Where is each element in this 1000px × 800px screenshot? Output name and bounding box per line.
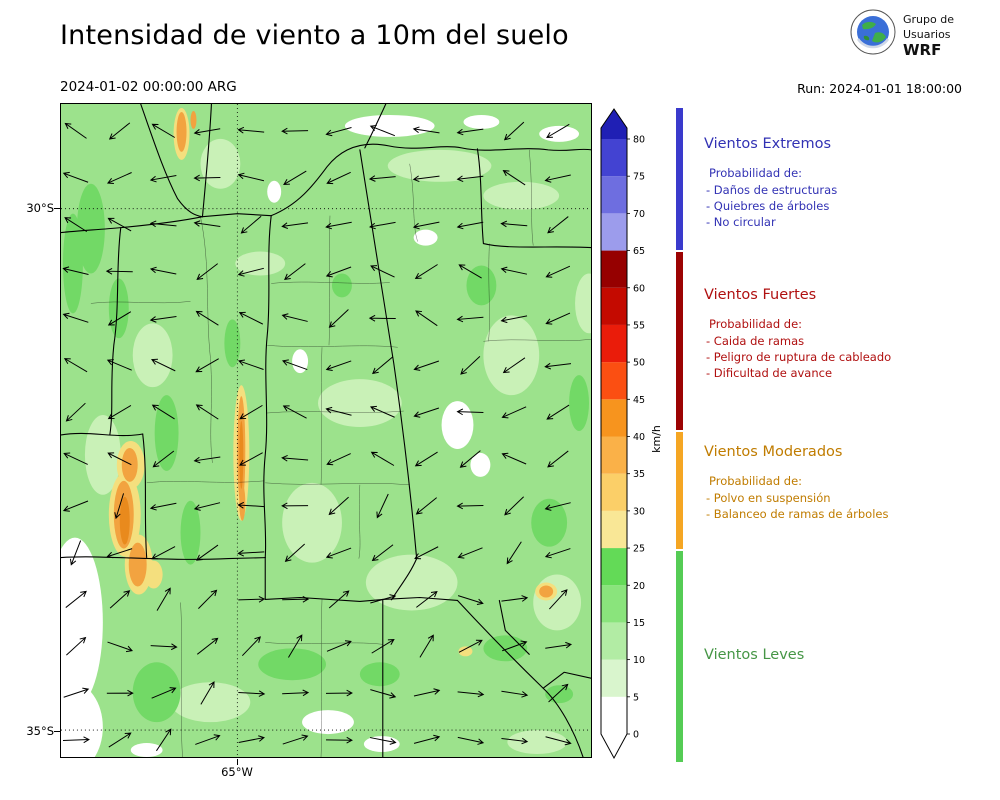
legend-item: - Caida de ramas (706, 334, 805, 348)
legend-section-moderados: Vientos Moderados Probabilidad de: - Pol… (704, 444, 990, 522)
svg-text:70: 70 (633, 209, 645, 220)
svg-text:35: 35 (633, 469, 645, 480)
axis-tick-65w (237, 759, 238, 765)
department-borders (90, 149, 591, 757)
ytick-30s: 30°S (26, 201, 54, 215)
strong-wind-cores (119, 421, 244, 545)
svg-text:50: 50 (633, 358, 645, 369)
legend-item: - Peligro de ruptura de cableado (706, 350, 892, 364)
legend-item: - Dificultad de avance (706, 366, 833, 380)
legend-probability-label: Probabilidad de: (709, 166, 803, 180)
valid-datetime: 2024-01-02 00:00:00 ARG (60, 79, 237, 95)
svg-text:15: 15 (633, 618, 645, 629)
wind-direction-arrows (62, 121, 573, 752)
svg-text:65: 65 (633, 246, 645, 257)
legend-section-title: Vientos Leves (704, 647, 805, 663)
svg-text:80: 80 (633, 135, 645, 146)
legend-section-leves: Vientos Leves (704, 647, 990, 677)
svg-text:25: 25 (633, 544, 645, 555)
colorbar: 0 5 10 15 20 25 30 35 40 45 50 55 60 65 70 75 80 km/h (600, 108, 663, 760)
lat-lon-gridlines (61, 104, 591, 757)
legend-strip-moderados (676, 432, 683, 549)
legend-items: - Daños de estructuras - Quiebres de árbo… (704, 182, 990, 230)
axis-tick-30s (54, 208, 60, 209)
legend-strip-fuertes (676, 252, 683, 430)
logo-text-line2: Usuarios (903, 28, 951, 41)
legend-items: - Polvo en suspensión - Balanceo de ramas… (704, 490, 990, 522)
svg-text:30: 30 (633, 506, 645, 517)
svg-text:75: 75 (633, 172, 645, 183)
legend-probability-label: Probabilidad de: (709, 474, 803, 488)
calm-wind-patches (61, 114, 580, 757)
logo-text: Grupo de Usuarios WRF (903, 9, 954, 59)
legend-section-title: Vientos Extremos (704, 136, 832, 152)
legend-item: - Quiebres de árboles (706, 199, 830, 213)
legend-strip-leves (676, 551, 683, 762)
legend-items: - Caida de ramas - Peligro de ruptura de … (704, 333, 990, 381)
legend-item: - Daños de estructuras (706, 183, 838, 197)
legend-item: - No circular (706, 215, 776, 229)
legend-section-fuertes: Vientos Fuertes Probabilidad de: - Caida… (704, 287, 990, 381)
logo-text-line1: Grupo de (903, 13, 954, 26)
legend-section-title: Vientos Fuertes (704, 287, 817, 303)
svg-text:60: 60 (633, 283, 645, 294)
wrf-logo: Grupo de Usuarios WRF (850, 9, 954, 59)
map-frame (60, 103, 592, 758)
svg-text:5: 5 (633, 692, 639, 703)
globe-logo-icon (850, 9, 896, 55)
legend-item: - Balanceo de ramas de árboles (706, 507, 889, 521)
svg-text:55: 55 (633, 320, 645, 331)
wind-intensity-map (61, 104, 591, 757)
ytick-35s: 35°S (26, 724, 54, 738)
legend-section-title: Vientos Moderados (704, 444, 843, 460)
axis-tick-35s (54, 731, 60, 732)
svg-text:0: 0 (633, 730, 639, 741)
province-borders (61, 104, 591, 757)
svg-text:40: 40 (633, 432, 645, 443)
svg-text:km/h: km/h (650, 425, 663, 453)
legend-strip-extremos (676, 108, 683, 250)
svg-text:10: 10 (633, 655, 645, 666)
legend-item: - Polvo en suspensión (706, 491, 831, 505)
light-wind-patches (84, 138, 591, 755)
svg-text:45: 45 (633, 395, 645, 406)
xtick-65w: 65°W (221, 765, 253, 779)
legend-probability-label: Probabilidad de: (709, 317, 803, 331)
svg-text:20: 20 (633, 581, 645, 592)
legend-section-extremos: Vientos Extremos Probabilidad de: - Daño… (704, 136, 990, 230)
run-datetime: Run: 2024-01-01 18:00:00 (797, 81, 962, 96)
page-title: Intensidad de viento a 10m del suelo (60, 20, 569, 51)
logo-text-wrf: WRF (903, 41, 942, 59)
